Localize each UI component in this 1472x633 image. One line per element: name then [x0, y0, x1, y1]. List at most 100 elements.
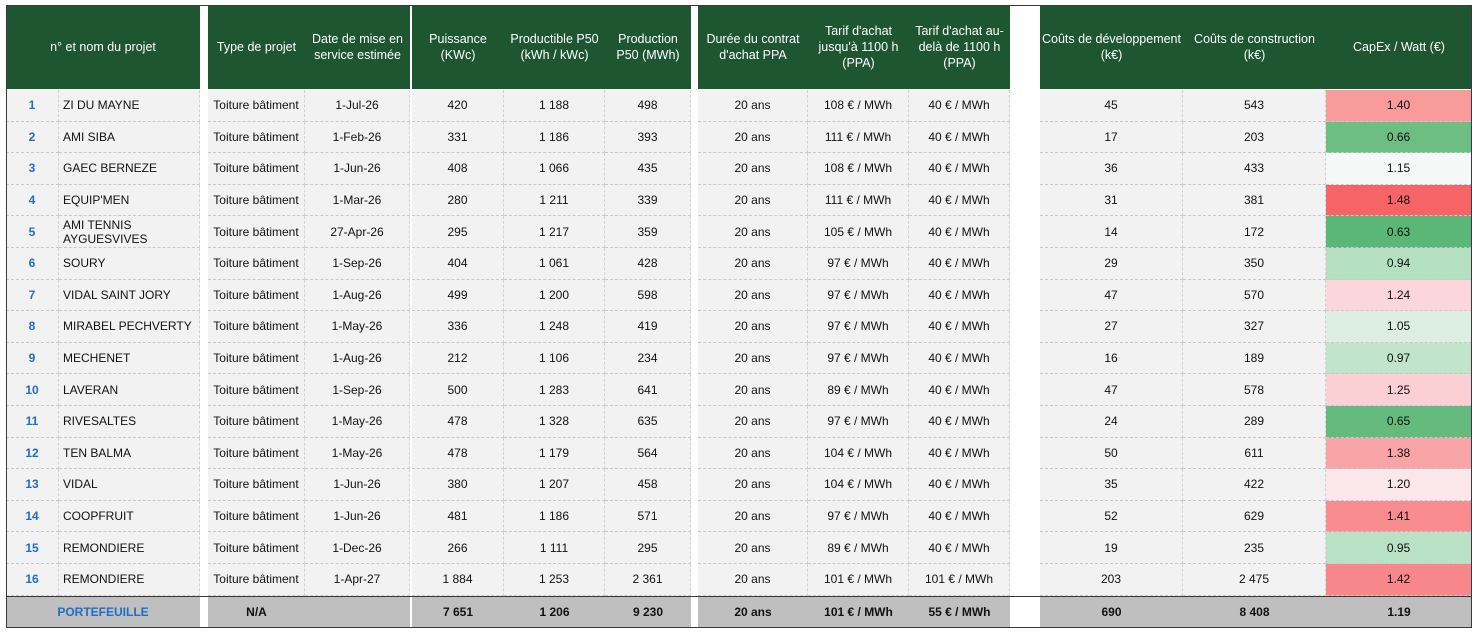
- table-cell-productible[interactable]: 1 217: [504, 216, 605, 248]
- table-cell-duration[interactable]: 20 ans: [698, 279, 808, 312]
- table-cell-power[interactable]: 408: [412, 153, 504, 185]
- table-cell-productible[interactable]: 1 186: [504, 121, 605, 154]
- table-cell-tariff2[interactable]: 40 € / MWh: [909, 374, 1010, 406]
- table-cell-duration[interactable]: 20 ans: [698, 121, 808, 154]
- table-cell-production[interactable]: 564: [605, 437, 691, 470]
- table-cell-power[interactable]: 478: [412, 406, 504, 438]
- table-cell-num[interactable]: 3: [6, 153, 59, 185]
- table-cell-name[interactable]: TEN BALMA: [59, 437, 200, 470]
- table-cell-capex[interactable]: 0.95: [1326, 532, 1472, 564]
- table-cell-capex[interactable]: 0.94: [1326, 248, 1472, 280]
- table-cell-production[interactable]: 635: [605, 406, 691, 438]
- table-cell-productible[interactable]: 1 066: [504, 153, 605, 185]
- table-cell-capex[interactable]: 1.25: [1326, 374, 1472, 406]
- table-cell-tariff1[interactable]: 97 € / MWh: [808, 500, 909, 533]
- table-cell-date[interactable]: 1-Aug-26: [305, 342, 410, 375]
- table-cell-tariff2[interactable]: 40 € / MWh: [909, 121, 1010, 154]
- table-cell-num[interactable]: 9: [6, 342, 59, 375]
- table-cell-devcost[interactable]: 17: [1040, 121, 1183, 154]
- table-cell-tariff1[interactable]: 97 € / MWh: [808, 342, 909, 375]
- table-cell-type[interactable]: Toiture bâtiment: [208, 500, 305, 533]
- table-cell-duration[interactable]: 20 ans: [698, 216, 808, 248]
- table-cell-tariff2[interactable]: 40 € / MWh: [909, 437, 1010, 470]
- table-cell-tariff1[interactable]: 111 € / MWh: [808, 121, 909, 154]
- table-cell-devcost[interactable]: 31: [1040, 184, 1183, 217]
- table-cell-duration[interactable]: 20 ans: [698, 564, 808, 596]
- table-cell-name[interactable]: EQUIP'MEN: [59, 184, 200, 217]
- table-cell-productible[interactable]: 1 200: [504, 279, 605, 312]
- table-cell-type[interactable]: Toiture bâtiment: [208, 216, 305, 248]
- table-cell-name[interactable]: ZI DU MAYNE: [59, 90, 200, 122]
- table-cell-name[interactable]: AMI TENNIS AYGUESVIVES: [59, 216, 200, 248]
- table-cell-type[interactable]: Toiture bâtiment: [208, 121, 305, 154]
- table-cell-date[interactable]: 1-Jul-26: [305, 90, 410, 122]
- table-cell-name[interactable]: MIRABEL PECHVERTY: [59, 311, 200, 343]
- table-cell-capex[interactable]: 1.40: [1326, 90, 1472, 122]
- table-cell-name[interactable]: REMONDIERE: [59, 564, 200, 596]
- table-cell-num[interactable]: 5: [6, 216, 59, 248]
- table-cell-capex[interactable]: 1.38: [1326, 437, 1472, 470]
- table-cell-productible[interactable]: 1 106: [504, 342, 605, 375]
- table-cell-buildcost[interactable]: 2 475: [1183, 564, 1326, 596]
- table-cell-num[interactable]: 12: [6, 437, 59, 470]
- table-cell-production[interactable]: 359: [605, 216, 691, 248]
- table-cell-buildcost[interactable]: 172: [1183, 216, 1326, 248]
- table-cell-production[interactable]: 435: [605, 153, 691, 185]
- table-cell-date[interactable]: 1-Apr-27: [305, 564, 410, 596]
- table-cell-num[interactable]: 15: [6, 532, 59, 564]
- table-cell-duration[interactable]: 20 ans: [698, 437, 808, 470]
- table-cell-type[interactable]: Toiture bâtiment: [208, 532, 305, 564]
- table-cell-power[interactable]: 295: [412, 216, 504, 248]
- table-cell-capex[interactable]: 1.20: [1326, 469, 1472, 501]
- table-cell-power[interactable]: 1 884: [412, 564, 504, 596]
- table-cell-devcost[interactable]: 14: [1040, 216, 1183, 248]
- table-cell-name[interactable]: AMI SIBA: [59, 121, 200, 154]
- table-cell-power[interactable]: 499: [412, 279, 504, 312]
- table-cell-power[interactable]: 331: [412, 121, 504, 154]
- table-cell-productible[interactable]: 1 111: [504, 532, 605, 564]
- table-cell-num[interactable]: 13: [6, 469, 59, 501]
- table-cell-tariff2[interactable]: 40 € / MWh: [909, 342, 1010, 375]
- table-cell-production[interactable]: 458: [605, 469, 691, 501]
- table-cell-duration[interactable]: 20 ans: [698, 469, 808, 501]
- table-cell-type[interactable]: Toiture bâtiment: [208, 153, 305, 185]
- table-cell-num[interactable]: 8: [6, 311, 59, 343]
- table-cell-duration[interactable]: 20 ans: [698, 532, 808, 564]
- table-cell-num[interactable]: 14: [6, 500, 59, 533]
- table-cell-power[interactable]: 280: [412, 184, 504, 217]
- table-cell-num[interactable]: 4: [6, 184, 59, 217]
- table-cell-buildcost[interactable]: 235: [1183, 532, 1326, 564]
- table-cell-type[interactable]: Toiture bâtiment: [208, 437, 305, 470]
- table-cell-buildcost[interactable]: 611: [1183, 437, 1326, 470]
- table-cell-tariff2[interactable]: 40 € / MWh: [909, 153, 1010, 185]
- table-cell-duration[interactable]: 20 ans: [698, 311, 808, 343]
- table-cell-duration[interactable]: 20 ans: [698, 500, 808, 533]
- table-cell-date[interactable]: 1-May-26: [305, 437, 410, 470]
- table-cell-buildcost[interactable]: 289: [1183, 406, 1326, 438]
- table-cell-capex[interactable]: 1.15: [1326, 153, 1472, 185]
- table-cell-production[interactable]: 393: [605, 121, 691, 154]
- table-cell-date[interactable]: 1-Sep-26: [305, 248, 410, 280]
- table-cell-tariff1[interactable]: 105 € / MWh: [808, 216, 909, 248]
- table-cell-type[interactable]: Toiture bâtiment: [208, 406, 305, 438]
- table-cell-production[interactable]: 571: [605, 500, 691, 533]
- table-cell-type[interactable]: Toiture bâtiment: [208, 311, 305, 343]
- table-cell-date[interactable]: 1-Jun-26: [305, 500, 410, 533]
- table-cell-capex[interactable]: 1.42: [1326, 564, 1472, 596]
- table-cell-num[interactable]: 11: [6, 406, 59, 438]
- table-cell-production[interactable]: 419: [605, 311, 691, 343]
- table-cell-tariff2[interactable]: 40 € / MWh: [909, 500, 1010, 533]
- table-cell-productible[interactable]: 1 211: [504, 184, 605, 217]
- table-cell-num[interactable]: 10: [6, 374, 59, 406]
- table-cell-buildcost[interactable]: 203: [1183, 121, 1326, 154]
- table-cell-buildcost[interactable]: 543: [1183, 90, 1326, 122]
- table-cell-power[interactable]: 336: [412, 311, 504, 343]
- table-cell-productible[interactable]: 1 207: [504, 469, 605, 501]
- table-cell-type[interactable]: Toiture bâtiment: [208, 184, 305, 217]
- table-cell-name[interactable]: GAEC BERNEZE: [59, 153, 200, 185]
- table-cell-capex[interactable]: 0.63: [1326, 216, 1472, 248]
- table-cell-devcost[interactable]: 24: [1040, 406, 1183, 438]
- table-cell-num[interactable]: 6: [6, 248, 59, 280]
- table-cell-power[interactable]: 380: [412, 469, 504, 501]
- table-cell-num[interactable]: 7: [6, 279, 59, 312]
